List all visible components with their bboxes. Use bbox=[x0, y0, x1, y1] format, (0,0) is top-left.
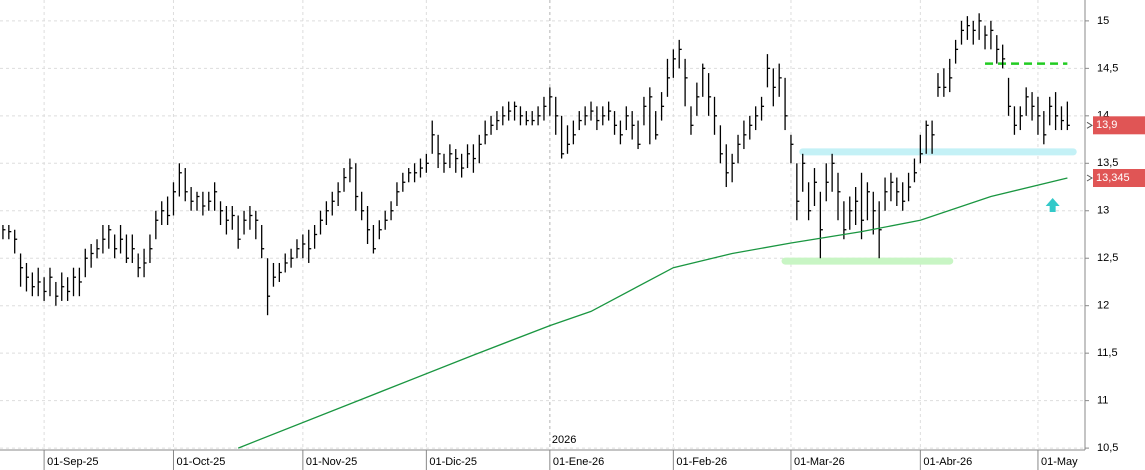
price-box bbox=[1093, 169, 1145, 188]
y-tick-label: 14,5 bbox=[1097, 62, 1118, 74]
x-tick-label: 01-Mar-26 bbox=[794, 456, 845, 468]
x-tick-label: 01-Oct-25 bbox=[176, 456, 225, 468]
y-tick-label: 10,5 bbox=[1097, 442, 1118, 454]
x-tick-label: 01-Sep-25 bbox=[47, 456, 98, 468]
x-tick-label: 01-Feb-26 bbox=[676, 456, 727, 468]
x-tick-label: 01-Dic-25 bbox=[429, 456, 477, 468]
price-box bbox=[1093, 116, 1145, 135]
y-tick-label: 11 bbox=[1097, 395, 1108, 407]
price-label: 13,9 bbox=[1096, 119, 1117, 131]
y-tick-label: 15 bbox=[1097, 15, 1109, 27]
x-tick-label: 01-Ene-26 bbox=[553, 456, 604, 468]
y-tick-label: 13 bbox=[1097, 205, 1109, 217]
price-pointer bbox=[1086, 174, 1093, 182]
moving-average bbox=[237, 177, 1068, 449]
arrow bbox=[1045, 198, 1060, 213]
y-tick-label: 13,5 bbox=[1097, 157, 1118, 169]
x-tick-label: 01-Abr-26 bbox=[923, 456, 972, 468]
y-tick-label: 12 bbox=[1097, 300, 1109, 312]
year-label: 2026 bbox=[552, 434, 576, 446]
price-pointer bbox=[1086, 121, 1093, 129]
price-label: 13,345 bbox=[1096, 172, 1130, 184]
y-tick-label: 11,5 bbox=[1097, 347, 1118, 359]
y-tick-label: 12,5 bbox=[1097, 252, 1118, 264]
x-tick-label: 01-May bbox=[1041, 456, 1078, 468]
x-tick-label: 01-Nov-25 bbox=[306, 456, 357, 468]
